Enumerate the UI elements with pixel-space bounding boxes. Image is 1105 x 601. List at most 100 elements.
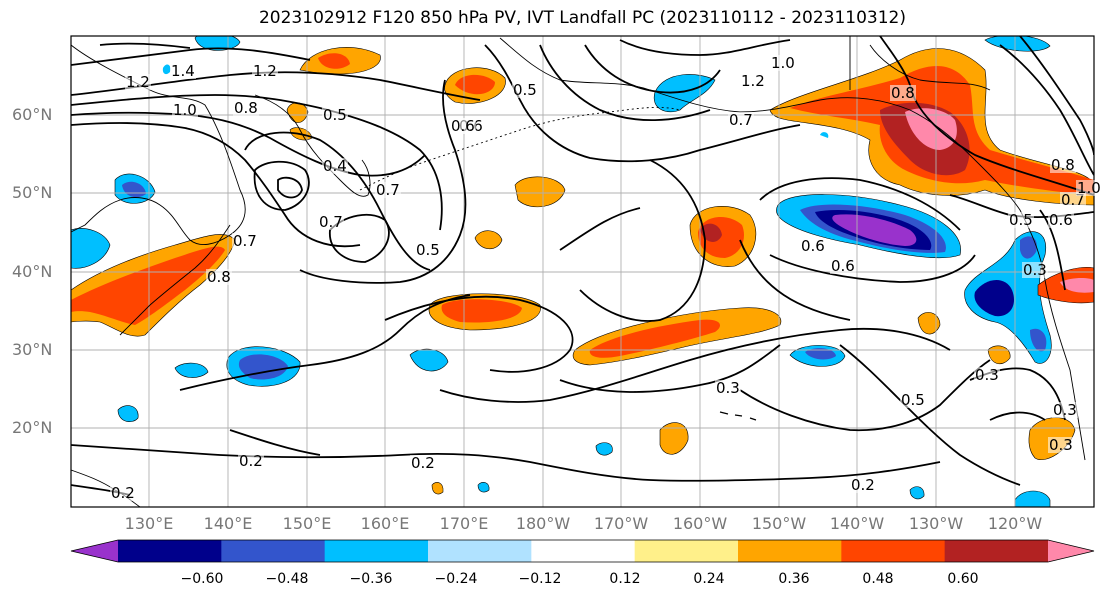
contour-line — [384, 295, 574, 373]
anomaly-negative-blob — [805, 348, 836, 360]
lat-label-30n: 30°N — [12, 340, 53, 359]
anomaly-negative-blob — [820, 132, 829, 138]
lat-label-20n: 20°N — [12, 418, 53, 437]
coastline-japan — [119, 224, 231, 336]
contour-label: 0.8 — [1050, 156, 1076, 174]
colorbar-segment — [634, 540, 739, 562]
anomaly-positive-blob — [286, 102, 309, 123]
anomaly-negative-blob — [1030, 328, 1047, 352]
contour-line — [71, 122, 361, 248]
colorbar-tick-label: 0.24 — [693, 571, 725, 587]
anomaly-positive-blob — [71, 246, 225, 325]
anomaly-positive-blob — [455, 74, 495, 95]
anomaly-positive-blob — [441, 299, 522, 323]
contour-line — [329, 213, 390, 263]
contour-label: 0.7 — [318, 213, 344, 231]
colorbar-tick-label: −0.12 — [518, 571, 562, 587]
lon-label-150e: 150°E — [282, 514, 332, 533]
contour-line — [179, 294, 471, 391]
contour-label: 0.2 — [850, 476, 876, 494]
contour-line — [1039, 209, 1066, 291]
contour-label: 0.8 — [890, 84, 916, 102]
contour-label: 0.5 — [1008, 211, 1034, 229]
contour-line — [739, 239, 851, 321]
contour-label: 0.8 — [206, 268, 232, 286]
lat-label-60n: 60°N — [12, 105, 53, 124]
lon-label-120w: 120°W — [987, 514, 1043, 533]
colorbar-tick-label: −0.24 — [434, 571, 478, 587]
anomaly-negative-blob — [595, 442, 613, 456]
contour-label: 1.2 — [252, 62, 278, 80]
anomaly-negative-blob — [1014, 490, 1051, 507]
contour-label: 0.5 — [322, 106, 348, 124]
contour-label: 0.5 — [900, 391, 926, 409]
contour-label: 1.2 — [125, 73, 151, 91]
contour-label: 0.5 — [512, 81, 538, 99]
contour-label: 0.3 — [1048, 436, 1074, 454]
anomaly-negative-blob — [174, 362, 209, 378]
anomaly-positive-blob — [589, 319, 720, 358]
contour-line — [539, 44, 711, 122]
colorbar-segment — [118, 540, 222, 562]
contour-label: 0.6 — [1048, 211, 1074, 229]
contour-label: 1.4 — [170, 62, 196, 80]
contour-line — [71, 444, 941, 482]
map-frame — [70, 35, 1095, 508]
colorbar-extend-max — [1048, 540, 1094, 562]
contour-line — [253, 160, 310, 211]
anomaly-positive-blob — [659, 422, 689, 455]
contour-line — [559, 344, 781, 393]
contour-line — [229, 429, 321, 456]
anomaly-negative-blob — [238, 354, 288, 380]
anomaly-positive-blob — [987, 345, 1011, 365]
contour-label: 0.2 — [110, 484, 136, 502]
contour-line — [619, 39, 791, 56]
contour-line — [559, 207, 641, 251]
contour-label: 0.3 — [974, 366, 1000, 384]
lon-label-130e: 130°E — [124, 514, 174, 533]
contour-label: 0.7 — [1060, 191, 1086, 209]
contour-line — [759, 177, 961, 231]
anomaly-negative-blob — [909, 486, 925, 500]
colorbar-tick-label: 0.48 — [862, 571, 894, 587]
contour-line — [584, 44, 721, 94]
anomaly-negative-blob — [477, 481, 490, 493]
contour-line — [989, 411, 1046, 421]
contour-line — [1019, 36, 1094, 156]
lon-label-170w: 170°W — [593, 514, 649, 533]
anomaly-negative-blob — [984, 36, 1051, 52]
coastline-aleutians — [359, 106, 681, 191]
anomaly-positive-blob — [1060, 278, 1094, 293]
colorbar-segment — [944, 540, 1049, 562]
contour-label: 0.6 — [830, 257, 856, 275]
anomaly-negative-blob — [117, 405, 139, 423]
contour-line — [71, 47, 311, 66]
lat-label-40n: 40°N — [12, 262, 53, 281]
contour-label: 0.7 — [375, 181, 401, 199]
contour-line — [484, 44, 801, 163]
anomaly-positive-blob — [905, 108, 957, 150]
contour-line — [769, 254, 976, 283]
contour-label: 0.6 — [800, 237, 826, 255]
colorbar — [70, 539, 1095, 563]
colorbar-tick-label: −0.36 — [349, 571, 393, 587]
anomaly-negative-blob — [409, 348, 449, 372]
coastline-alaska — [499, 37, 1086, 461]
lon-label-160e: 160°E — [360, 514, 410, 533]
colorbar-tick-label: 0.12 — [609, 571, 641, 587]
colorbar-tick-label: −0.48 — [265, 571, 309, 587]
contour-label: 0.7 — [728, 111, 754, 129]
anomaly-positive-blob — [431, 482, 444, 495]
anomaly-positive-blob — [318, 53, 350, 69]
contour-label: 0.2 — [238, 452, 264, 470]
contour-label: 1.0 — [1076, 179, 1102, 197]
contour-label: 0.2 — [410, 454, 436, 472]
contour-line — [299, 79, 467, 284]
colorbar-segment — [841, 540, 946, 562]
anomaly-negative-blob — [832, 214, 917, 246]
lon-label-140e: 140°E — [203, 514, 253, 533]
contour-label: 0.8 — [233, 99, 259, 117]
contour-label: 0.6 — [450, 117, 476, 135]
colorbar-segment — [221, 540, 326, 562]
